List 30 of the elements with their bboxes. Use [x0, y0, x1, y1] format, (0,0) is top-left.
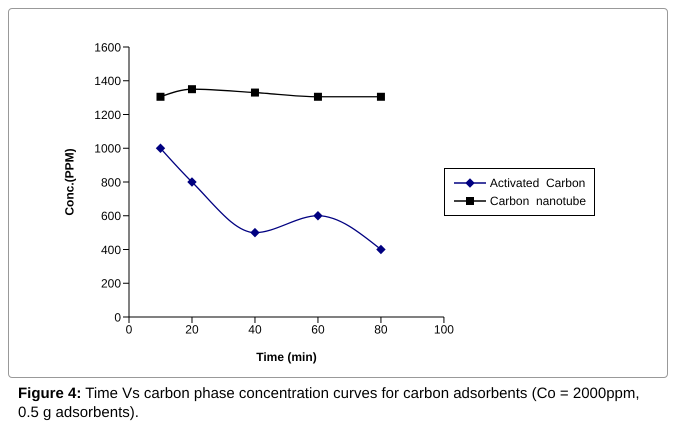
point — [313, 211, 322, 220]
legend-label: Carbon nanotube — [490, 194, 586, 208]
x-tick-label: 80 — [374, 322, 388, 337]
y-tick-label: 800 — [100, 175, 122, 190]
x-tick-label: 60 — [311, 322, 325, 337]
point — [156, 92, 164, 101]
x-axis-title: Time (min) — [256, 350, 317, 364]
point — [250, 228, 260, 238]
point — [314, 92, 322, 101]
y-tick-label: 400 — [100, 242, 122, 257]
y-tick-label: 1600 — [94, 40, 122, 54]
point — [156, 144, 165, 153]
legend-label: Activated Carbon — [490, 176, 586, 190]
x-tick-label: 0 — [126, 322, 133, 337]
y-tick-label: 0 — [114, 310, 122, 324]
x-tick-label: 20 — [185, 322, 199, 337]
y-tick-label: 1200 — [94, 108, 122, 122]
y-tick-label: 1400 — [94, 74, 122, 88]
point — [376, 245, 386, 254]
x-tick-label: 40 — [248, 322, 262, 337]
y-tick-label: 1000 — [94, 142, 122, 156]
y-axis-title: Conc.(PPM) — [62, 148, 76, 216]
y-tick-label: 600 — [100, 209, 122, 224]
point — [188, 85, 196, 94]
x-tick-label: 100 — [434, 322, 454, 337]
y-tick-label: 200 — [100, 276, 122, 291]
point — [376, 92, 385, 101]
caption: Figure 4: Time Vs carbon phase concentration curves for carbon adsorbents (Co = 2000ppm, 0.5 g adsorbents). — [17, 384, 641, 422]
point — [187, 178, 196, 186]
point — [250, 88, 259, 97]
